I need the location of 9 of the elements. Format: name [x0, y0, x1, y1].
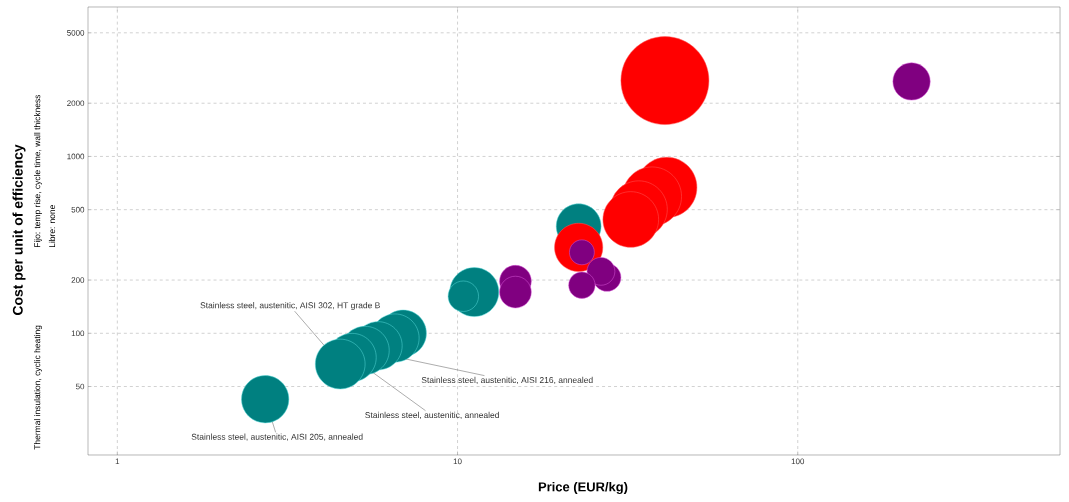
- annotation: Stainless steel, austenitic, annealed: [365, 411, 499, 420]
- text: Fijo: temp rise, cycle time, wall thickness: [34, 94, 42, 248]
- annotation: Stainless steel, austenitic, AISI 216, annealed: [421, 376, 593, 385]
- y-axis-title: Cost per unit of efficiency: [12, 144, 26, 316]
- annotation: Stainless steel, austenitic, AISI 302, HT grade B: [200, 302, 380, 310]
- annotation: Stainless steel, austenitic, AISI 205, annealed: [191, 433, 363, 441]
- text: Libre: none: [48, 205, 56, 248]
- text: Thermal insulation, cyclic heating: [34, 325, 42, 450]
- x-axis-title: Price (EUR/kg): [538, 481, 628, 495]
